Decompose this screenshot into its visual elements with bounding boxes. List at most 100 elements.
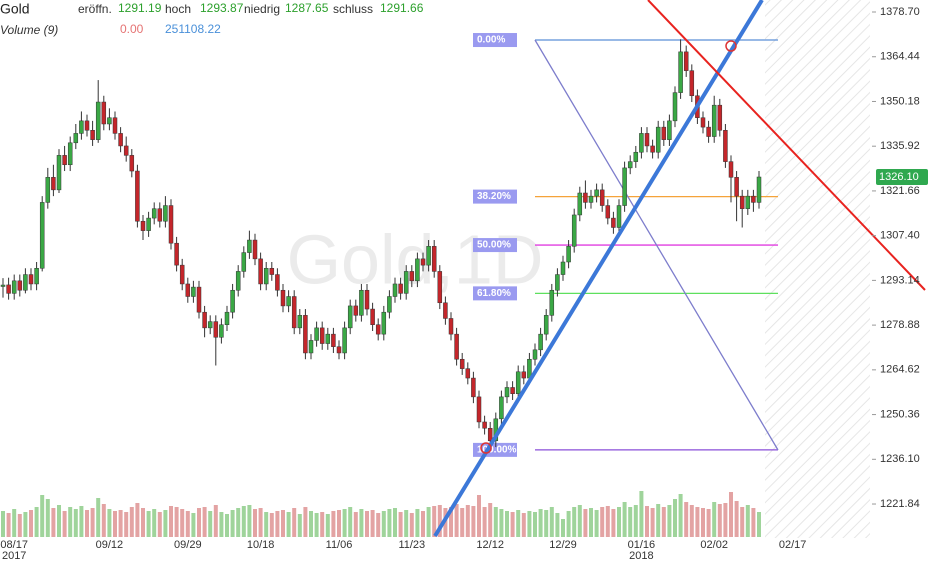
candle-body <box>566 246 571 263</box>
candle-body <box>627 161 633 169</box>
header: Gold eröffn. 1291.19 hoch 1293.87 niedri… <box>0 1 424 37</box>
open-label: eröffn. <box>78 2 112 16</box>
volume-bar <box>281 510 285 537</box>
volume-bar <box>611 509 616 537</box>
x-tick-label: 12/12 <box>476 539 504 551</box>
volume-bar <box>292 508 297 537</box>
future-area <box>765 0 870 538</box>
volume-bar <box>471 506 476 537</box>
candle-body <box>739 195 745 209</box>
volume-bar <box>12 509 17 537</box>
volume-bar <box>605 506 610 537</box>
volume-layer <box>1 491 761 537</box>
volume-bar <box>493 507 498 537</box>
volume-bar <box>426 507 431 537</box>
volume-bar <box>6 513 11 537</box>
candle-body <box>577 192 583 216</box>
volume-bar <box>712 502 717 537</box>
volume-bar <box>695 507 700 537</box>
candle-body <box>420 258 426 266</box>
volume-bar <box>23 512 28 537</box>
volume-bar <box>62 511 67 537</box>
y-tick-label: 1335.92 <box>880 140 920 152</box>
x-tick-label: 02/02 <box>700 539 728 551</box>
volume-bar <box>678 494 683 537</box>
volume-bar <box>118 510 123 537</box>
candle-body <box>347 305 353 329</box>
volume-bar <box>544 510 549 537</box>
candle-body <box>639 133 644 153</box>
volume-bar <box>650 508 655 537</box>
volume-bar <box>482 507 487 537</box>
volume-bar <box>594 510 599 537</box>
volume-bar <box>269 513 274 537</box>
candle-body <box>465 368 471 379</box>
candle-body <box>487 427 493 442</box>
candle-body <box>443 302 448 319</box>
candle-body <box>644 133 650 147</box>
candle-body <box>90 130 95 140</box>
candle-body <box>594 189 599 197</box>
candle-body <box>331 333 336 347</box>
candle-body <box>258 258 263 285</box>
volume-bar <box>241 506 246 537</box>
candle-body <box>62 155 67 166</box>
candle-body <box>202 311 207 329</box>
candle-body <box>118 133 123 147</box>
candle-body <box>11 280 17 294</box>
volume-bar <box>706 509 711 537</box>
anchor-point[interactable] <box>725 40 737 52</box>
candle-body <box>174 242 179 266</box>
candle-body <box>51 177 56 191</box>
volume-bar <box>113 511 117 537</box>
volume-bar <box>477 495 481 537</box>
candle-body <box>532 349 538 360</box>
fib-label-box <box>473 189 517 204</box>
candle-body <box>521 371 527 379</box>
volume-bar <box>213 505 218 537</box>
candle-body <box>191 286 196 297</box>
x-tick-label: 11/23 <box>398 539 425 551</box>
volume-bar <box>174 507 179 537</box>
volume-bar <box>667 505 672 537</box>
volume-bar <box>673 499 677 537</box>
candle-body <box>163 205 168 222</box>
last-price-label: 1326.10 <box>879 171 919 183</box>
candle-body <box>336 346 342 354</box>
candle-body <box>34 268 39 285</box>
volume-bar <box>393 508 397 537</box>
candle-body <box>325 333 331 344</box>
volume-bar <box>68 507 73 537</box>
y-tick-label: 1378.70 <box>880 6 920 18</box>
candle-body <box>129 155 135 172</box>
volume-bar <box>370 510 375 537</box>
fib-label: 0.00% <box>477 35 505 46</box>
volume-bar <box>734 501 739 537</box>
last-price-box <box>876 168 928 185</box>
candle-body <box>6 284 11 294</box>
candle-body <box>308 340 314 354</box>
candle-body <box>392 283 398 297</box>
candle-body <box>364 289 370 310</box>
volume-bar <box>639 491 644 537</box>
volume-bar <box>73 509 78 537</box>
candle-body <box>39 202 45 269</box>
volume-bar <box>90 508 95 537</box>
candle-body <box>510 387 515 394</box>
volume-bar <box>303 507 308 537</box>
volume-change: 0.00 <box>120 22 144 36</box>
candle-body <box>23 274 28 291</box>
anchor-point[interactable] <box>480 442 492 454</box>
volume-bar <box>600 507 605 537</box>
volume-bar <box>258 508 263 537</box>
volume-bar <box>376 513 381 537</box>
candle-body <box>700 117 706 128</box>
candle-body <box>359 289 364 316</box>
volume-bar <box>101 504 106 537</box>
volume-bar <box>185 511 190 537</box>
candle-body <box>655 126 661 153</box>
volume-bar <box>51 508 56 537</box>
volume-bar <box>409 513 414 537</box>
volume-bar <box>57 505 61 537</box>
volume-bar <box>561 519 565 537</box>
